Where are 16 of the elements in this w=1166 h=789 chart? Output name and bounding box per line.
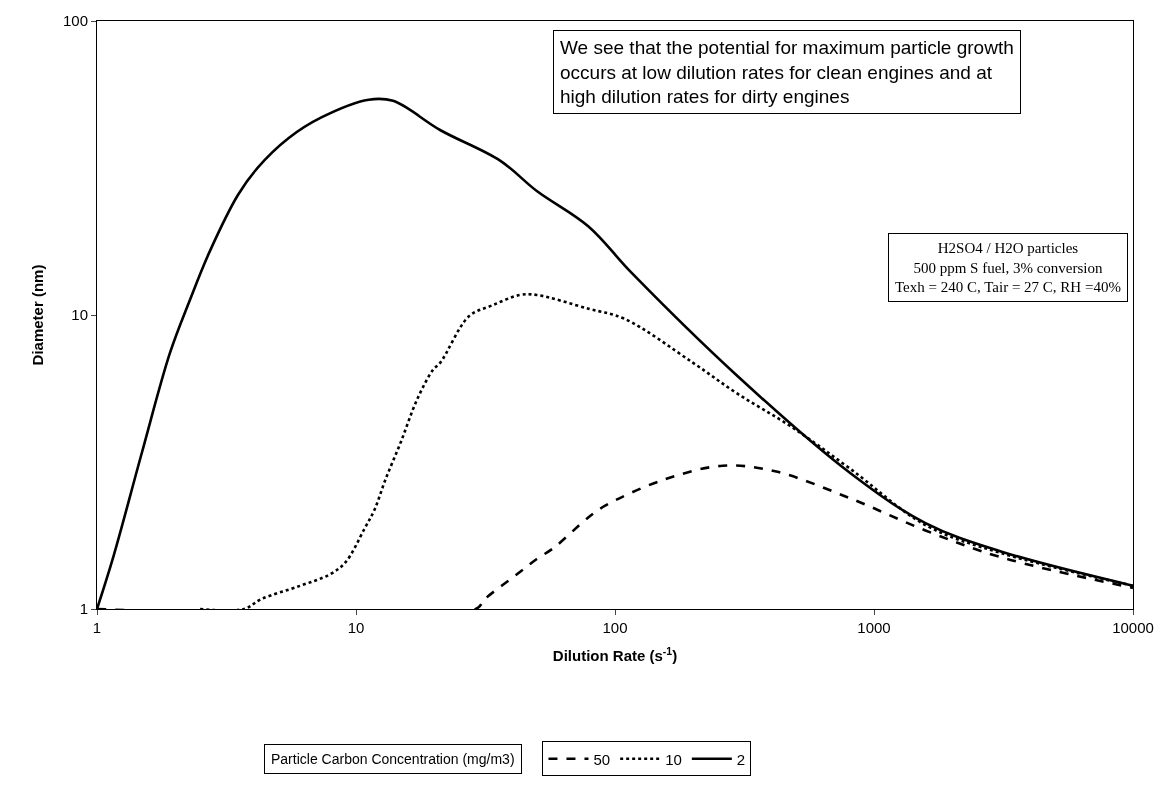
y-tick-label: 1 (79, 600, 88, 618)
annotation: We see that the potential for maximum particle growth occurs at low dilution rates for clean engines and at high dilution rates for dirty engines (560, 37, 1014, 108)
legend-label: 2 (736, 750, 746, 768)
y-axis-title: Diameter (nm) (29, 264, 47, 366)
x-tick-label: 1 (92, 619, 102, 636)
legend-label: 10 (665, 750, 682, 768)
x-tick-label: 1000 (857, 619, 891, 636)
x-axis-title: Dilution Rate (s$^{-1}$) (552, 644, 678, 664)
annotation: H2SO4 / H2O particles 500 ppm S fuel, 3% conversion Texh = 240 C, Tair = 27 C, RH =40% (895, 240, 1121, 295)
x-tick-label: 100 (602, 619, 628, 636)
y-tick-label: 10 (71, 306, 88, 324)
legend-label: 50 (593, 750, 611, 768)
x-tick-label: 10 (347, 619, 365, 636)
legend-title: Particle Carbon Concentration (mg/m3) (271, 751, 515, 767)
y-tick-label: 100 (62, 12, 88, 30)
x-tick-label: 10000 (1112, 619, 1154, 636)
